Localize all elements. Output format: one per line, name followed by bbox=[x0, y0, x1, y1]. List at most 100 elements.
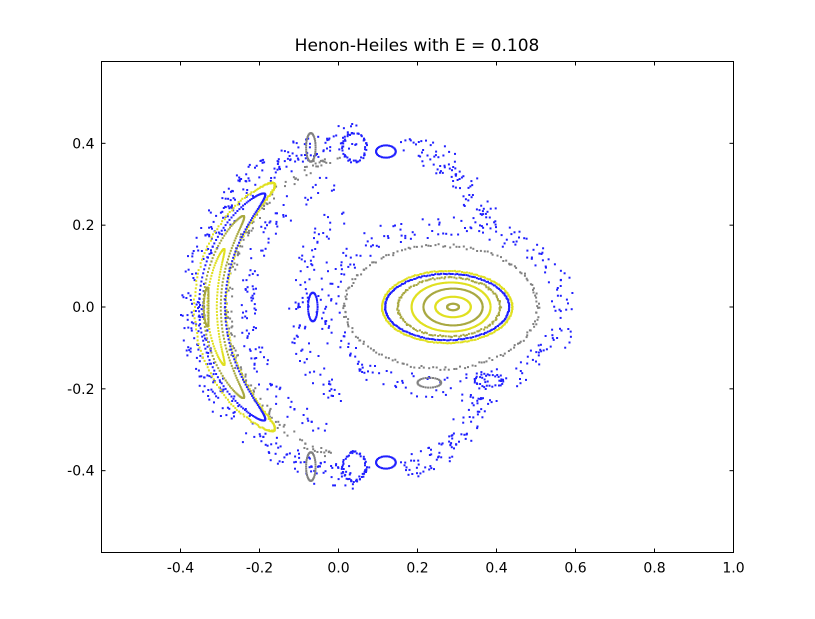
data-point bbox=[261, 201, 264, 203]
data-point bbox=[272, 429, 275, 432]
data-point bbox=[345, 297, 348, 300]
data-point bbox=[469, 394, 472, 396]
data-point bbox=[203, 268, 206, 271]
data-point bbox=[486, 200, 489, 203]
data-point bbox=[398, 330, 401, 333]
data-point bbox=[264, 221, 267, 224]
data-point bbox=[446, 339, 449, 342]
data-point bbox=[461, 271, 463, 273]
data-point bbox=[428, 278, 431, 281]
data-point bbox=[218, 357, 221, 360]
data-point bbox=[204, 337, 206, 340]
data-point bbox=[363, 137, 365, 140]
data-point bbox=[435, 321, 438, 324]
data-point bbox=[513, 344, 516, 347]
data-point bbox=[337, 478, 340, 481]
data-point bbox=[287, 151, 290, 154]
data-point bbox=[424, 466, 427, 469]
data-point bbox=[253, 196, 256, 199]
data-point bbox=[404, 278, 407, 281]
data-point bbox=[207, 323, 210, 325]
data-point bbox=[325, 235, 328, 238]
data-point bbox=[486, 330, 489, 333]
data-point bbox=[333, 184, 336, 187]
data-point bbox=[361, 366, 364, 369]
data-point bbox=[470, 275, 473, 278]
data-point bbox=[423, 336, 426, 339]
data-point bbox=[208, 267, 211, 270]
data-point bbox=[299, 283, 302, 286]
data-point bbox=[350, 480, 353, 483]
data-point bbox=[211, 245, 214, 248]
data-point bbox=[210, 226, 213, 228]
data-point bbox=[220, 263, 223, 266]
data-point bbox=[472, 273, 475, 276]
data-point bbox=[259, 435, 262, 438]
data-point bbox=[399, 316, 402, 319]
data-point bbox=[535, 351, 538, 354]
data-point bbox=[234, 237, 237, 240]
data-point bbox=[470, 327, 473, 330]
data-point bbox=[392, 225, 395, 228]
data-point bbox=[384, 467, 387, 470]
data-point bbox=[206, 329, 209, 332]
data-point bbox=[208, 328, 211, 330]
data-point bbox=[196, 276, 199, 279]
data-point bbox=[222, 385, 225, 388]
data-point bbox=[319, 298, 322, 301]
data-point bbox=[244, 383, 247, 386]
data-point bbox=[394, 150, 397, 153]
data-point bbox=[412, 336, 415, 339]
data-point bbox=[436, 329, 439, 332]
data-point bbox=[274, 171, 277, 174]
data-point bbox=[487, 286, 490, 289]
data-point bbox=[207, 316, 210, 319]
data-point bbox=[501, 291, 504, 294]
data-point bbox=[212, 361, 215, 364]
data-point bbox=[344, 484, 347, 487]
data-point bbox=[393, 284, 396, 287]
data-point bbox=[329, 221, 332, 224]
data-point bbox=[271, 189, 274, 192]
data-point bbox=[455, 316, 458, 319]
data-point bbox=[471, 291, 474, 294]
data-point bbox=[453, 447, 455, 450]
data-point bbox=[254, 387, 257, 390]
data-point bbox=[382, 156, 385, 159]
data-point bbox=[248, 415, 251, 417]
data-point bbox=[237, 179, 240, 182]
data-point bbox=[384, 304, 387, 307]
data-point bbox=[481, 376, 484, 379]
data-point bbox=[266, 203, 269, 206]
data-point bbox=[232, 411, 235, 414]
data-point bbox=[458, 282, 460, 284]
data-point bbox=[462, 329, 465, 332]
data-point bbox=[297, 178, 299, 181]
data-point bbox=[228, 359, 231, 362]
data-point bbox=[443, 314, 446, 317]
data-point bbox=[544, 335, 547, 337]
data-point bbox=[245, 225, 248, 228]
data-point bbox=[224, 298, 227, 301]
data-point bbox=[313, 136, 316, 139]
data-point bbox=[452, 324, 455, 327]
data-point bbox=[215, 310, 218, 313]
data-point bbox=[500, 306, 503, 309]
data-point bbox=[383, 314, 386, 317]
data-point bbox=[493, 330, 496, 333]
data-point bbox=[523, 274, 526, 277]
data-point bbox=[422, 332, 425, 335]
data-point bbox=[465, 337, 468, 340]
data-point bbox=[450, 442, 453, 445]
data-point bbox=[259, 408, 262, 411]
data-point bbox=[488, 330, 491, 333]
data-point bbox=[440, 272, 442, 275]
data-point bbox=[340, 273, 343, 275]
data-point bbox=[386, 315, 389, 317]
data-point bbox=[308, 146, 311, 149]
data-point bbox=[294, 160, 297, 163]
data-point bbox=[353, 266, 356, 269]
data-point bbox=[392, 254, 395, 257]
data-point bbox=[194, 310, 197, 312]
data-point bbox=[534, 320, 536, 323]
